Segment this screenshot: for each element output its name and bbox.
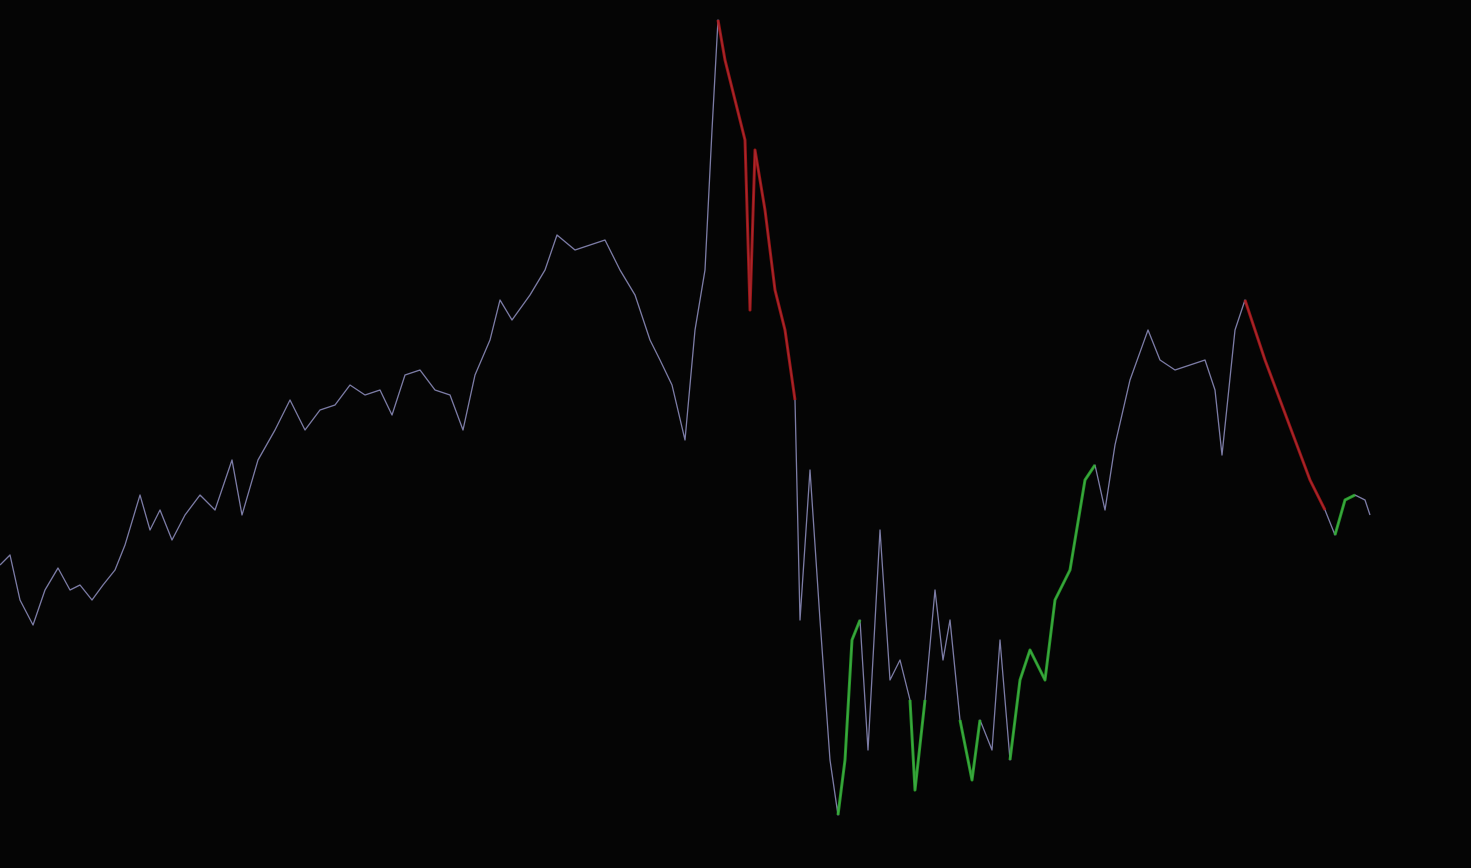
signal-zone bbox=[716, 19, 1327, 511]
signal-zone bbox=[836, 464, 1356, 816]
